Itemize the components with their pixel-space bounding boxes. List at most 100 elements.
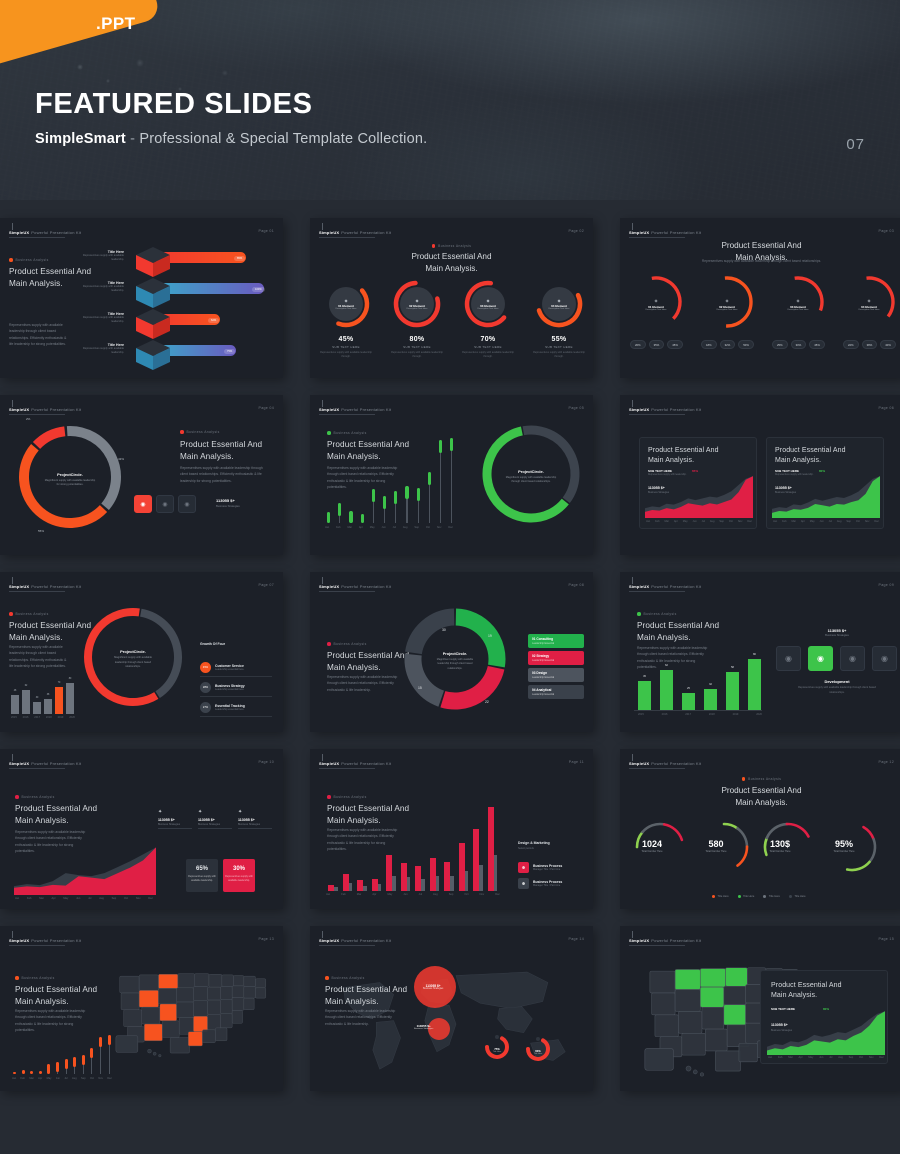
slide-logo-rule [319,591,375,592]
legend-row[interactable]: ✽ Business Process Manager Title / Part ti… [518,878,562,889]
slide-world-map-bubbles[interactable]: SimpleUX Powerful Presentation Kit Page 14… [310,926,593,1091]
bar [66,682,74,714]
kpi-item: ✦ 113055 $+ Business Strategies [158,809,180,826]
slide-green-lollipop-and-donut[interactable]: SimpleUX Powerful Presentation Kit Page 05… [310,395,593,555]
lollipop-stem [372,489,374,523]
footer-body: Representives supply with available lead… [798,686,876,694]
legend-card-2[interactable]: 02 Strategy Leadership Essential [528,651,584,665]
gauge-caption-text: SUB TEXT HERE [474,345,502,349]
lollipop-cap [13,1071,16,1074]
ring-title: 03 Element [790,304,806,309]
icon-box-rocket-icon[interactable]: ◉ [840,646,865,671]
slide-two-area-chart-cards[interactable]: SimpleUX Powerful Presentation Kit Page 06… [620,395,900,555]
slide-usa-map-green-with-card[interactable]: SimpleUX Powerful Presentation Kit Page 15… [620,926,900,1091]
chart-card[interactable]: Product Essential And Main Analysis. SUB T… [639,437,757,529]
bar [682,693,695,710]
lollipop-cap [371,489,375,503]
stat-box-2[interactable]: 30% Representives supply with available l… [223,859,255,892]
iso-row-label: Title Here Representives supply with avai… [80,281,124,293]
world-map[interactable] [326,952,586,1084]
lollipop-cap [30,1070,34,1074]
chart-x-axis: 2015 2016 2017 2018 2019 2020 [638,713,762,716]
usa-map[interactable] [112,964,280,1062]
kpi-gauge-caption: Total Number Here [641,850,663,853]
map-bubble-large[interactable] [414,966,456,1008]
slide-green-bars-and-icon-boxes[interactable]: SimpleUX Powerful Presentation Kit Page 09… [620,572,900,732]
icon-box-gear-icon[interactable]: ◉ [872,646,897,671]
legend-row[interactable]: ✽ Business Process Manager Title / Part ti… [518,862,562,873]
slide-logo: SimpleUX Powerful Presentation Kit [319,584,392,589]
chart-x-axis: 2015 2016 2017 2018 2019 2020 [11,716,75,719]
ring-pill: 40% [880,340,896,349]
slide-big-donut-red-with-legend[interactable]: SimpleUX Powerful Presentation Kit Page 07… [0,572,283,732]
stat-box-1[interactable]: 65% Representives supply with available l… [186,859,218,892]
axis-tick-label: Jul [392,526,396,529]
map-ring[interactable]: 60% Title Here [525,1036,551,1067]
iso-row-desc: Representives supply with available lead… [82,285,124,293]
legend-row-title: Business Strategy [215,684,245,688]
eyebrow-dot [9,612,13,616]
ring-title: 04 Element [861,304,877,309]
axis-tick-label: Jul [828,520,832,523]
icon-box-lock-icon[interactable]: ◉ [178,495,196,513]
bar-secondary [492,855,497,891]
icon-box-target-icon[interactable]: ◉ [134,495,152,513]
headline-line-2: Main Analysis. [180,451,234,461]
lollipop-stem [384,496,386,523]
bar [638,681,651,710]
card-percent: 80% [823,1007,830,1011]
hero-tagline: Professional & Special Template Collecti… [139,131,428,147]
chart-card[interactable]: Product Essential And Main Analysis. SUB T… [766,437,884,529]
gauge-arc [393,280,441,328]
slide-logo-rule [9,591,65,592]
slide-four-gauge-circles[interactable]: SimpleUX Powerful Presentation Kit Page 02… [310,218,593,378]
lollipop-cap [327,512,331,523]
donut-chart [84,608,182,706]
chart-x-axis: Jan Feb Mar Apr May Jun Jul Aug Sep Oct Nov Dec [12,1077,112,1080]
overlay-chart-card[interactable]: Product Essential And Main Analysis. SUB T… [760,970,888,1064]
legend-card-sub: Leadership Essential [532,659,555,662]
icon-box-lightbulb-icon[interactable]: ◉ [776,646,801,671]
bar [660,670,673,710]
gauge-label-sub: Description Text Here [477,308,499,311]
icon-box-users-icon[interactable]: ◉ [808,646,833,671]
map-bubble-medium[interactable] [428,1018,450,1040]
kpi-gauge-value: 1024 [641,839,663,849]
briefcase-icon: ◉ [162,501,168,508]
slide-four-kpi-gauges[interactable]: SimpleUX Powerful Presentation Kit Page 12… [620,749,900,909]
bar [726,672,739,710]
gauge-label-sub: Description Text Here [335,308,357,311]
slide-logo: SimpleUX Powerful Presentation Kit [9,938,82,943]
lollipop-cap [450,437,454,451]
lollipop-stem [428,471,430,523]
slide-logo-sub: Powerful Presentation Kit [341,584,392,589]
slide-usa-map-orange[interactable]: SimpleUX Powerful Presentation Kit Page 13… [0,926,283,1091]
lollipop-stem [440,439,442,523]
slide-four-ring-outline-circles[interactable]: SimpleUX Powerful Presentation Kit Page 03… [620,218,900,378]
bubble-label: Business Strategies [414,1028,434,1030]
slide-crimson-area-with-stats[interactable]: SimpleUX Powerful Presentation Kit Page 10… [0,749,283,909]
legend-card-1[interactable]: 01 Consulting Leadership Essential [528,634,584,648]
gauge-caption: 80% SUB TEXT HERE Representives supply wit… [387,336,447,360]
legend-row[interactable]: 28% Business Strategy Leadership essential… [200,682,245,693]
slide-multicolor-donut-legend-cards[interactable]: SimpleUX Powerful Presentation Kit Page 08… [310,572,593,732]
legend-row[interactable]: 27% Essential Tracking Leadership essentia… [200,702,245,713]
slide-isometric-cube-bars[interactable]: SimpleUX Powerful Presentation Kit Page 01… [0,218,283,378]
kpi-label: Business Strategies [198,823,221,826]
icon-box-briefcase-icon[interactable]: ◉ [156,495,174,513]
legend-card-3[interactable]: 03 Design Leadership Essential [528,668,584,682]
axis-tick-label: Oct [859,1056,864,1059]
slide-big-donut-orange[interactable]: SimpleUX Powerful Presentation Kit Page 04… [0,395,283,555]
axis-tick-label: 2016 [22,716,29,719]
slide-logo-rule [629,591,685,592]
gauge-caption: 70% SUB TEXT HERE Representives supply wit… [458,336,518,360]
legend-row[interactable]: 45% Customer Service Leadership essential … [200,662,244,673]
legend-card-4[interactable]: 04 Analytical Leadership Essential [528,685,584,699]
slide-crimson-column-chart[interactable]: SimpleUX Powerful Presentation Kit Page 11… [310,749,593,909]
bar-primary [444,861,450,891]
map-ring[interactable]: 75% Title Here [484,1034,510,1065]
ring-pill: 35% [648,340,665,349]
gauge-legend: Title Here Title Here Title Here Title Here [712,895,806,898]
slide-logo-sub: Powerful Presentation Kit [31,584,82,589]
lollipop-stem [395,491,397,523]
